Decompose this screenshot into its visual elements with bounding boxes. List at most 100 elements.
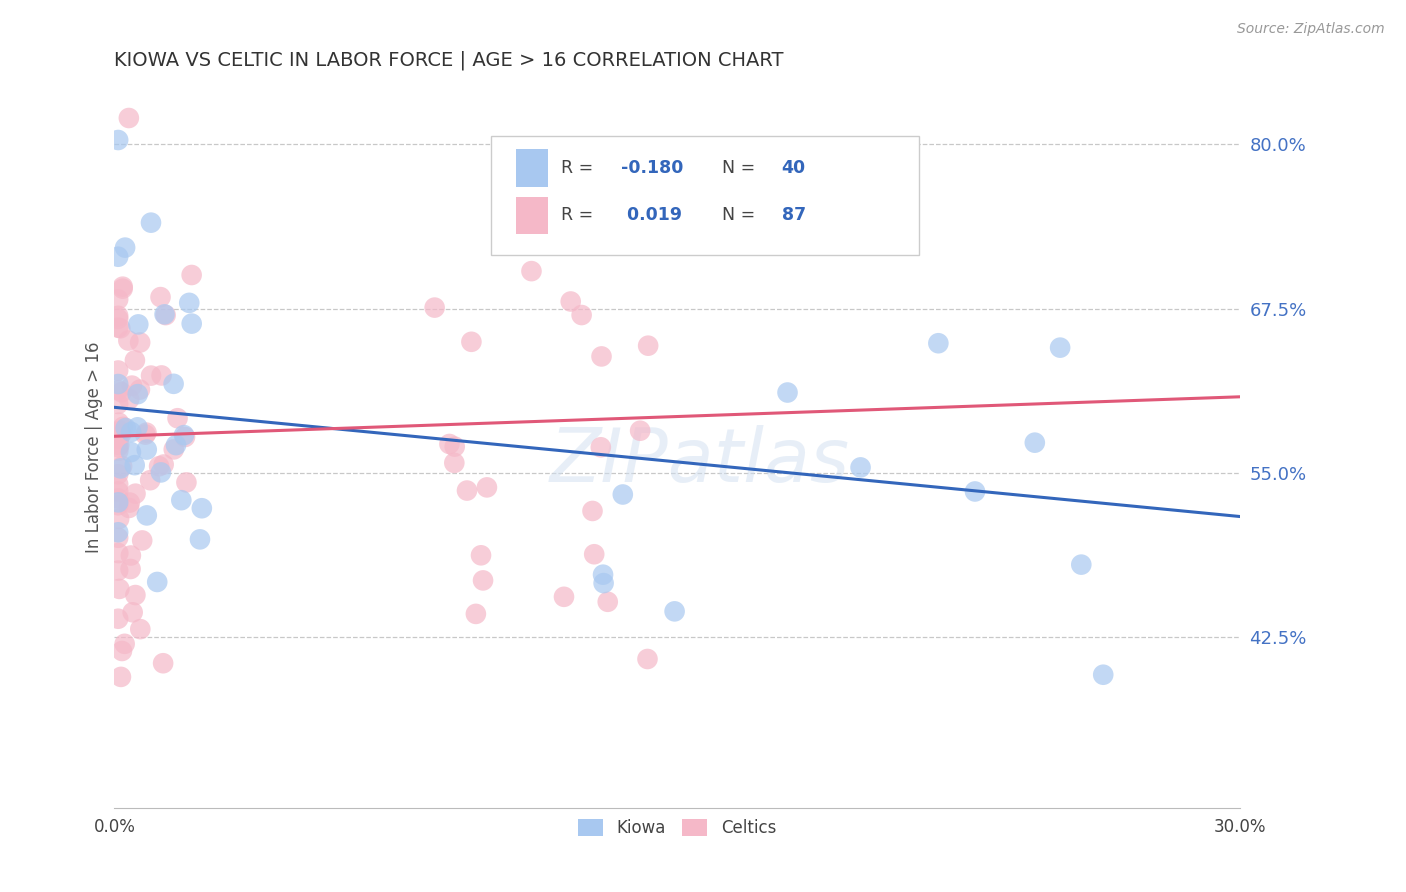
Bar [516, 196, 547, 235]
Point [108, 424, 131, 438]
Point [139, 473, 162, 487]
Point [146, 574, 169, 589]
Point [107, 498, 129, 512]
Y-axis label: In Labor Force | Age > 16: In Labor Force | Age > 16 [86, 341, 103, 552]
Point [591, 350, 613, 364]
Point [165, 438, 187, 452]
Point [110, 321, 132, 335]
Point [110, 426, 132, 441]
Text: N =: N = [723, 206, 761, 225]
Point [475, 480, 498, 494]
Point [155, 308, 177, 322]
Point [176, 475, 198, 490]
Point [107, 250, 129, 264]
Point [120, 445, 142, 459]
Point [110, 670, 132, 684]
Point [114, 421, 136, 435]
Point [637, 339, 659, 353]
Point [174, 430, 197, 444]
Point [135, 425, 157, 440]
Point [628, 424, 651, 438]
Point [464, 607, 486, 621]
Point [107, 612, 129, 626]
Point [111, 420, 134, 434]
Point [472, 574, 495, 588]
Point [120, 425, 142, 439]
Point [124, 486, 146, 500]
Point [107, 440, 129, 454]
Point [612, 487, 634, 501]
Point [121, 605, 143, 619]
Point [149, 466, 172, 480]
Point [107, 309, 129, 323]
Point [114, 241, 136, 255]
Bar [516, 150, 547, 187]
Point [117, 334, 139, 348]
Point [583, 547, 606, 561]
Point [114, 637, 136, 651]
Point [162, 376, 184, 391]
Point [129, 622, 152, 636]
Point [118, 392, 141, 407]
Point [107, 495, 129, 509]
Point [443, 456, 465, 470]
Point [596, 595, 619, 609]
Point [581, 504, 603, 518]
Point [150, 368, 173, 383]
Text: Source: ZipAtlas.com: Source: ZipAtlas.com [1237, 22, 1385, 37]
Point [107, 133, 129, 147]
Point [127, 387, 149, 401]
Point [927, 336, 949, 351]
Point [963, 484, 986, 499]
Point [131, 533, 153, 548]
Point [127, 318, 149, 332]
Point [107, 525, 129, 540]
Point [571, 308, 593, 322]
Point [180, 268, 202, 282]
Point [776, 385, 799, 400]
Text: ZIPatlas: ZIPatlas [550, 425, 849, 497]
Point [139, 368, 162, 383]
Text: R =: R = [561, 160, 599, 178]
Point [423, 301, 446, 315]
Point [135, 442, 157, 457]
Point [148, 459, 170, 474]
Point [108, 416, 131, 430]
Point [163, 442, 186, 457]
Point [124, 353, 146, 368]
Point [170, 493, 193, 508]
Point [127, 420, 149, 434]
Text: 87: 87 [782, 206, 806, 225]
Point [124, 458, 146, 472]
Point [118, 495, 141, 509]
Point [520, 264, 543, 278]
Point [110, 461, 132, 475]
Point [460, 334, 482, 349]
Point [111, 644, 134, 658]
Point [1070, 558, 1092, 572]
Legend: Kiowa, Celtics: Kiowa, Celtics [571, 812, 783, 844]
Point [134, 427, 156, 442]
Point [153, 307, 176, 321]
Point [111, 282, 134, 296]
Point [111, 279, 134, 293]
Point [470, 549, 492, 563]
Point [135, 508, 157, 523]
Point [139, 216, 162, 230]
Point [129, 383, 152, 397]
Point [107, 491, 129, 506]
Point [118, 500, 141, 515]
Point [110, 385, 132, 400]
Point [637, 652, 659, 666]
Point [108, 582, 131, 596]
Point [124, 588, 146, 602]
Point [443, 440, 465, 454]
Point [179, 296, 201, 310]
Point [129, 335, 152, 350]
Point [108, 431, 131, 445]
Point [107, 467, 129, 482]
Point [180, 317, 202, 331]
Point [149, 290, 172, 304]
Point [439, 437, 461, 451]
FancyBboxPatch shape [491, 136, 920, 255]
